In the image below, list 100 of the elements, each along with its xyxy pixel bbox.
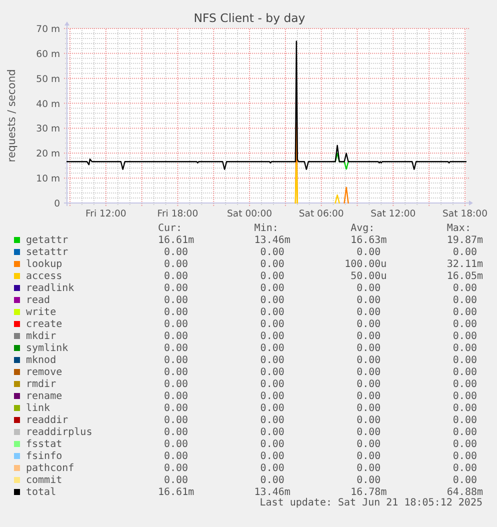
legend-label: mkdir <box>26 331 56 342</box>
text: 0.00 <box>452 307 477 318</box>
x-tick-label: Sat 06:00 <box>298 208 344 220</box>
text: 0.00 <box>356 427 381 438</box>
y-tick-label: 60 m <box>36 48 60 60</box>
text: 0.00 <box>356 331 381 342</box>
text: 0.00 <box>260 247 284 258</box>
text: 13.46m <box>254 235 290 246</box>
text: 16.63m <box>350 235 387 246</box>
text: 0.00 <box>260 451 284 462</box>
legend-label: readdir <box>26 415 68 426</box>
y-tick-label: 20 m <box>36 148 60 160</box>
text: 0.00 <box>260 355 284 366</box>
text: 0.00 <box>260 475 284 486</box>
text: 0.00 <box>260 307 284 318</box>
text: 0.00 <box>164 439 188 450</box>
text: 0.00 <box>452 295 477 306</box>
text: 0.00 <box>164 451 188 462</box>
text: 0.00 <box>356 343 381 354</box>
y-axis-title: requests / second <box>6 69 18 162</box>
text: 0.00 <box>452 319 477 330</box>
text: 0.00 <box>452 343 477 354</box>
text: 0.00 <box>452 439 477 450</box>
text: 0.00 <box>452 331 477 342</box>
legend-label: write <box>26 307 56 318</box>
text: 100.00u <box>344 259 387 270</box>
text: Cur: <box>158 223 182 234</box>
text: 0.00 <box>164 415 188 426</box>
text: 0.00 <box>164 319 188 330</box>
text: 0.00 <box>164 283 188 294</box>
text: 0.00 <box>164 247 188 258</box>
legend-label: rename <box>26 391 62 402</box>
text: 64.88m <box>446 487 484 498</box>
text: 0.00 <box>452 355 477 366</box>
text: 0.00 <box>356 307 381 318</box>
legend-label: setattr <box>26 247 68 258</box>
legend-label: link <box>26 403 50 414</box>
text: 16.78m <box>350 487 387 498</box>
text: 0.00 <box>260 427 284 438</box>
legend-label: commit <box>26 475 62 486</box>
text: 0.00 <box>452 391 477 402</box>
legend-label: lookup <box>26 259 62 270</box>
text: Last update: Sat Jun 21 18:05:12 2025 <box>260 498 482 508</box>
text: 0.00 <box>260 271 284 282</box>
text: 0.00 <box>164 307 188 318</box>
text: 0.00 <box>452 283 477 294</box>
text: 0.00 <box>260 439 284 450</box>
text: 0.00 <box>164 379 188 390</box>
text: 0.00 <box>164 475 188 486</box>
text: 0.00 <box>356 247 381 258</box>
text: 0.00 <box>356 283 381 294</box>
text: 0.00 <box>356 439 381 450</box>
text: 13.46m <box>254 487 290 498</box>
text: 16.61m <box>158 487 194 498</box>
text: 0.00 <box>452 367 477 378</box>
text: 0.00 <box>452 463 477 474</box>
text: 0.00 <box>452 247 477 258</box>
text: Avg: <box>350 223 375 234</box>
text: 0.00 <box>356 379 381 390</box>
text: 0.00 <box>356 415 381 426</box>
text: 0.00 <box>164 271 188 282</box>
x-tick-label: Fri 18:00 <box>157 208 198 220</box>
text: 0.00 <box>452 451 477 462</box>
legend-label: fsinfo <box>26 451 62 462</box>
legend-label: total <box>26 487 56 498</box>
legend-label: rmdir <box>26 379 56 390</box>
text: 0.00 <box>356 451 381 462</box>
text: 0.00 <box>260 463 284 474</box>
x-tick-label: Sat 12:00 <box>370 208 416 220</box>
text: 0.00 <box>164 295 188 306</box>
text: 0.00 <box>164 427 188 438</box>
x-tick-label: Fri 12:00 <box>85 208 126 220</box>
text: 0.00 <box>260 343 284 354</box>
text: 0.00 <box>260 319 284 330</box>
y-tick-label: 10 m <box>36 174 60 185</box>
text: 19.87m <box>446 235 484 246</box>
text: 0.00 <box>356 367 381 378</box>
legend-label: fsstat <box>26 439 62 450</box>
text: 0.00 <box>164 259 188 270</box>
text: 0.00 <box>356 319 381 330</box>
text: 0.00 <box>164 367 188 378</box>
text: 0.00 <box>164 355 188 366</box>
text: 0.00 <box>260 367 284 378</box>
legend-label: readdirplus <box>26 427 92 438</box>
text: 0.00 <box>452 415 477 426</box>
y-tick-label: 50 m <box>36 74 60 85</box>
text: 0.00 <box>260 391 284 402</box>
y-tick-label: 0 <box>54 198 60 210</box>
text: 0.00 <box>164 391 188 402</box>
text: Min: <box>254 223 278 234</box>
text: 0.00 <box>260 295 284 306</box>
text: 0.00 <box>260 379 284 390</box>
text: 0.00 <box>260 415 284 426</box>
y-tick-label: 40 m <box>36 98 60 110</box>
x-tick-label: Sat 00:00 <box>227 208 272 220</box>
text: 0.00 <box>356 403 381 414</box>
text: 0.00 <box>356 355 381 366</box>
legend-label: access <box>26 271 62 282</box>
text: 32.11m <box>446 259 484 270</box>
legend-label: getattr <box>26 235 68 246</box>
